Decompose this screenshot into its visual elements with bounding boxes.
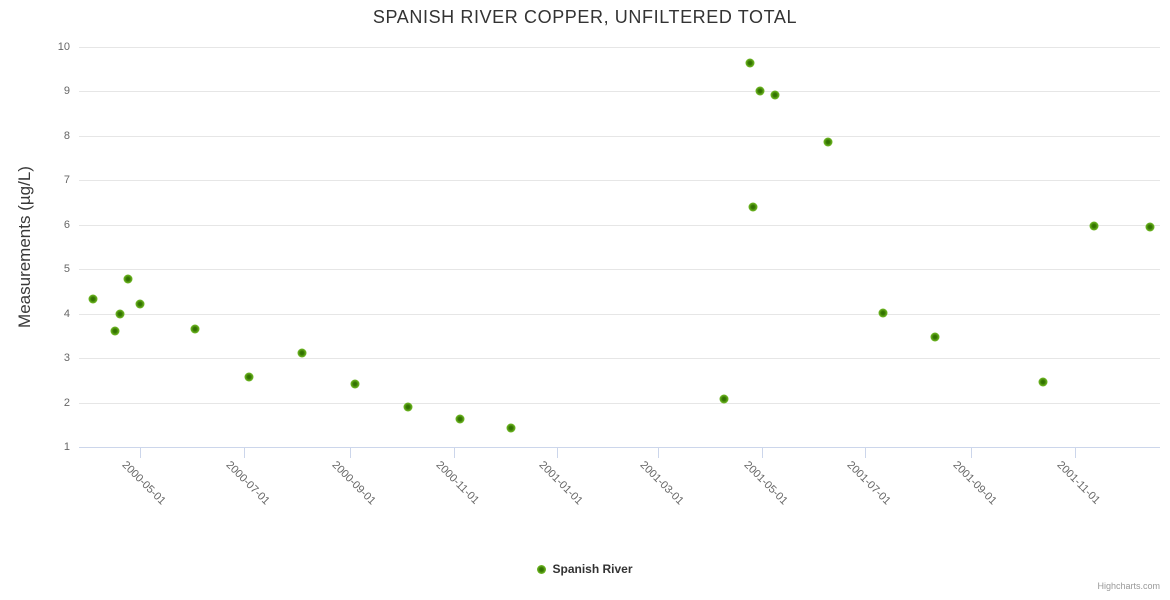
y-gridline bbox=[79, 47, 1160, 48]
y-gridline bbox=[79, 358, 1160, 360]
x-axis-tick bbox=[140, 448, 142, 458]
data-point[interactable] bbox=[506, 423, 516, 433]
y-axis-title: Measurements (µg/L) bbox=[15, 166, 34, 328]
x-axis-tick-label: 2001-09-01 bbox=[950, 459, 999, 508]
chart-title: SPANISH RIVER COPPER, UNFILTERED TOTAL bbox=[372, 7, 798, 27]
data-point[interactable] bbox=[1089, 221, 1099, 231]
x-axis-tick-label: 2001-11-01 bbox=[1054, 459, 1103, 507]
data-point[interactable] bbox=[244, 372, 254, 382]
x-axis-tick-label: 2001-01-01 bbox=[536, 459, 586, 508]
x-axis-tick bbox=[865, 448, 867, 458]
data-point[interactable] bbox=[403, 402, 413, 412]
x-axis-tick bbox=[761, 448, 763, 458]
y-gridline bbox=[79, 313, 1160, 315]
data-point[interactable] bbox=[297, 348, 307, 358]
y-axis-tick-label: 5 bbox=[63, 263, 70, 276]
y-axis-tick-label: 8 bbox=[63, 129, 70, 142]
data-point[interactable] bbox=[455, 414, 465, 424]
data-point[interactable] bbox=[770, 90, 780, 100]
x-axis-tick-label: 2000-05-01 bbox=[119, 459, 169, 508]
data-point[interactable] bbox=[110, 326, 120, 336]
x-axis-line bbox=[79, 447, 1160, 448]
y-axis-tick-label: 3 bbox=[63, 352, 70, 365]
data-point[interactable] bbox=[878, 308, 887, 318]
y-axis-tick-label: 7 bbox=[63, 174, 70, 187]
y-gridline bbox=[79, 135, 1160, 137]
highcharts-credits-link[interactable]: Highcharts.com bbox=[1097, 581, 1160, 591]
y-axis-tick-label: 6 bbox=[63, 218, 70, 231]
y-gridline bbox=[79, 91, 1160, 93]
data-point[interactable] bbox=[823, 137, 833, 147]
y-gridline bbox=[79, 180, 1160, 182]
y-gridline bbox=[79, 402, 1160, 404]
data-point[interactable] bbox=[1145, 222, 1155, 232]
x-axis-tick-label: 2001-05-01 bbox=[741, 459, 790, 508]
x-axis-tick bbox=[971, 448, 973, 458]
data-point[interactable] bbox=[88, 294, 98, 304]
y-axis-tick-label: 2 bbox=[63, 396, 70, 409]
x-axis-tick-label: 2000-11-01 bbox=[433, 459, 481, 507]
data-point[interactable] bbox=[115, 309, 125, 319]
data-point[interactable] bbox=[123, 274, 133, 284]
x-axis-tick bbox=[349, 448, 351, 458]
data-point[interactable] bbox=[755, 86, 765, 96]
x-axis-tick-label: 2001-03-01 bbox=[637, 459, 686, 508]
y-gridline bbox=[79, 224, 1160, 226]
data-point[interactable] bbox=[719, 394, 729, 404]
legend-marker-icon bbox=[537, 564, 547, 574]
x-axis-tick bbox=[657, 448, 659, 458]
y-axis-tick-label: 4 bbox=[63, 307, 70, 320]
x-axis-tick bbox=[1074, 448, 1076, 458]
data-point[interactable] bbox=[190, 324, 200, 334]
y-axis-tick-label: 9 bbox=[63, 85, 70, 98]
legend-item-spanish-river[interactable]: Spanish River bbox=[0, 562, 1170, 576]
data-point[interactable] bbox=[135, 299, 145, 309]
data-point[interactable] bbox=[930, 332, 940, 342]
legend-label: Spanish River bbox=[552, 562, 633, 576]
y-axis-tick-label: 1 bbox=[63, 441, 70, 453]
data-point[interactable] bbox=[745, 58, 755, 68]
y-gridline bbox=[79, 269, 1160, 271]
x-axis-tick-label: 2000-09-01 bbox=[329, 459, 378, 508]
data-point[interactable] bbox=[350, 379, 360, 389]
y-axis-tick-label: 10 bbox=[57, 41, 70, 53]
x-axis-tick-label: 2001-07-01 bbox=[844, 459, 894, 508]
x-axis-tick bbox=[244, 448, 246, 458]
data-point[interactable] bbox=[1038, 377, 1048, 387]
data-point[interactable] bbox=[748, 202, 758, 212]
x-axis-tick-label: 2000-07-01 bbox=[223, 459, 272, 508]
x-axis-tick bbox=[557, 448, 559, 458]
x-axis-tick bbox=[453, 448, 455, 458]
